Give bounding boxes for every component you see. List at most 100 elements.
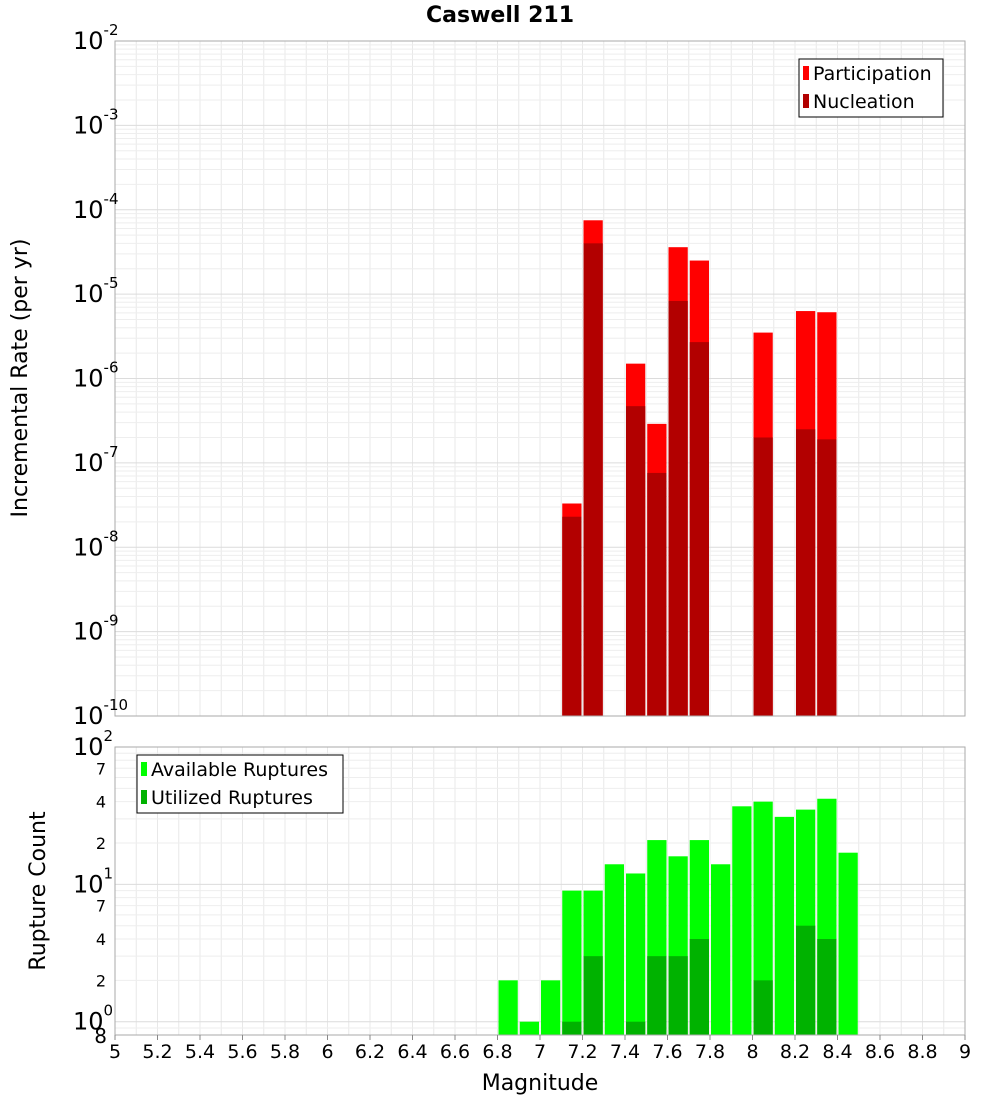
top-bar-nucleation — [753, 437, 773, 716]
bottom-bar-utilized-ruptures — [817, 939, 837, 1035]
bottom-y-tick-label: 101 — [73, 864, 113, 898]
x-axis-label: Magnitude — [482, 1071, 599, 1096]
bottom-bar-available-ruptures — [519, 1021, 539, 1035]
x-tick-label: 5.4 — [185, 1041, 215, 1063]
x-tick-label: 8.6 — [865, 1041, 895, 1063]
top-bar-nucleation — [668, 300, 688, 716]
bottom-y-tick-label: 2 — [96, 834, 106, 853]
top-legend-label: Participation — [813, 63, 932, 85]
bottom-y-tick-label: 100 — [73, 1002, 113, 1036]
x-tick-label: 5 — [109, 1041, 121, 1063]
bottom-legend: Available Ruptures Utilized Ruptures — [136, 754, 344, 814]
top-y-tick-base: 10 — [73, 111, 104, 139]
bottom-bar-available-ruptures — [541, 980, 561, 1035]
bottom-y-tick-label: 102 — [73, 727, 113, 761]
bottom-y-min-label: 8 — [94, 1024, 107, 1048]
x-tick-label: 6.2 — [355, 1041, 385, 1063]
bottom-legend-label: Utilized Ruptures — [151, 787, 313, 809]
top-y-tick-base: 10 — [73, 27, 104, 55]
x-tick-label: 5.6 — [227, 1041, 257, 1063]
top-y-tick-base: 10 — [73, 365, 104, 393]
top-y-tick-exponent: -8 — [104, 527, 119, 545]
top-y-tick-base: 10 — [73, 702, 104, 730]
bottom-bar-utilized-ruptures — [689, 939, 709, 1035]
x-tick-label: 6.4 — [397, 1041, 427, 1063]
top-y-tick-exponent: -7 — [104, 443, 119, 461]
x-tick-label: 8 — [746, 1041, 758, 1063]
top-y-tick-label: 10-8 — [73, 527, 119, 561]
bottom-y-tick-base: 10 — [73, 1008, 104, 1036]
bottom-bar-utilized-ruptures — [668, 956, 688, 1035]
x-tick-label: 7.4 — [610, 1041, 640, 1063]
bottom-y-tick-label: 7 — [96, 759, 106, 778]
top-legend-swatch — [803, 94, 809, 108]
top-y-tick-exponent: -9 — [104, 612, 119, 630]
top-y-tick-base: 10 — [73, 618, 104, 646]
bottom-y-tick-label: 4 — [96, 793, 106, 812]
top-bar-nucleation — [817, 439, 837, 716]
bottom-bar-available-ruptures — [562, 890, 582, 1035]
bottom-bar-utilized-ruptures — [562, 1021, 582, 1035]
bottom-y-tick-exponent: 2 — [104, 727, 114, 745]
top-bar-nucleation — [689, 342, 709, 716]
x-tick-label: 5.2 — [142, 1041, 172, 1063]
x-tick-label: 8.2 — [780, 1041, 810, 1063]
top-y-axis-label: Incremental Rate (per yr) — [8, 239, 33, 518]
top-y-tick-label: 10-3 — [73, 105, 119, 139]
bottom-y-tick-exponent: 1 — [104, 864, 114, 882]
top-bar-nucleation — [583, 243, 603, 717]
bottom-y-tick-label: 2 — [96, 971, 106, 990]
bottom-y-tick-base: 10 — [73, 870, 104, 898]
top-y-tick-base: 10 — [73, 280, 104, 308]
top-legend-label: Nucleation — [813, 91, 915, 113]
top-y-tick-base: 10 — [73, 533, 104, 561]
top-y-tick-label: 10-10 — [73, 696, 128, 730]
bottom-legend-box — [136, 754, 344, 814]
x-tick-label: 7.8 — [695, 1041, 725, 1063]
bottom-legend-swatch — [141, 762, 147, 776]
bottom-bar-utilized-ruptures — [583, 956, 603, 1035]
x-tick-label: 7.2 — [567, 1041, 597, 1063]
top-y-tick-label: 10-9 — [73, 612, 119, 646]
top-y-tick-label: 10-5 — [73, 274, 119, 308]
bottom-bar-available-ruptures — [498, 980, 518, 1035]
top-y-tick-base: 10 — [73, 449, 104, 477]
top-y-tick-exponent: -2 — [104, 21, 119, 39]
bottom-y-tick-label: 7 — [96, 897, 106, 916]
top-bar-nucleation — [626, 406, 646, 716]
top-plot-frame — [114, 40, 966, 717]
bottom-bar-utilized-ruptures — [647, 956, 667, 1035]
top-bar-nucleation — [647, 472, 667, 716]
bottom-bar-utilized-ruptures — [753, 980, 773, 1035]
x-tick-label: 6.8 — [482, 1041, 512, 1063]
top-plot — [114, 40, 966, 717]
bottom-legend-label: Available Ruptures — [151, 759, 328, 781]
top-y-tick-base: 10 — [73, 196, 104, 224]
bottom-bar-available-ruptures — [604, 864, 624, 1035]
x-tick-label: 5.8 — [270, 1041, 300, 1063]
top-y-tick-exponent: -6 — [104, 359, 119, 377]
top-legend-box — [798, 58, 944, 118]
bottom-bar-utilized-ruptures — [626, 1021, 646, 1035]
bottom-bar-available-ruptures — [732, 806, 752, 1035]
top-y-tick-exponent: -4 — [104, 190, 119, 208]
top-y-tick-label: 10-4 — [73, 190, 119, 224]
bottom-y-tick-base: 10 — [73, 733, 104, 761]
top-y-tick-exponent: -10 — [104, 696, 129, 714]
top-y-tick-label: 10-7 — [73, 443, 119, 477]
x-tick-label: 9 — [959, 1041, 971, 1063]
x-tick-label: 7 — [534, 1041, 546, 1063]
x-tick-label: 8.8 — [907, 1041, 937, 1063]
top-y-tick-label: 10-2 — [73, 21, 119, 55]
x-tick-label: 7.6 — [652, 1041, 682, 1063]
bottom-legend-swatch — [141, 790, 147, 804]
x-tick-label: 6 — [321, 1041, 333, 1063]
bottom-bar-available-ruptures — [711, 864, 731, 1035]
bottom-bar-available-ruptures — [774, 816, 794, 1035]
top-y-tick-exponent: -5 — [104, 274, 119, 292]
bottom-y-tick-label: 4 — [96, 930, 106, 949]
bottom-bar-available-ruptures — [626, 873, 646, 1035]
top-y-tick-exponent: -3 — [104, 105, 119, 123]
